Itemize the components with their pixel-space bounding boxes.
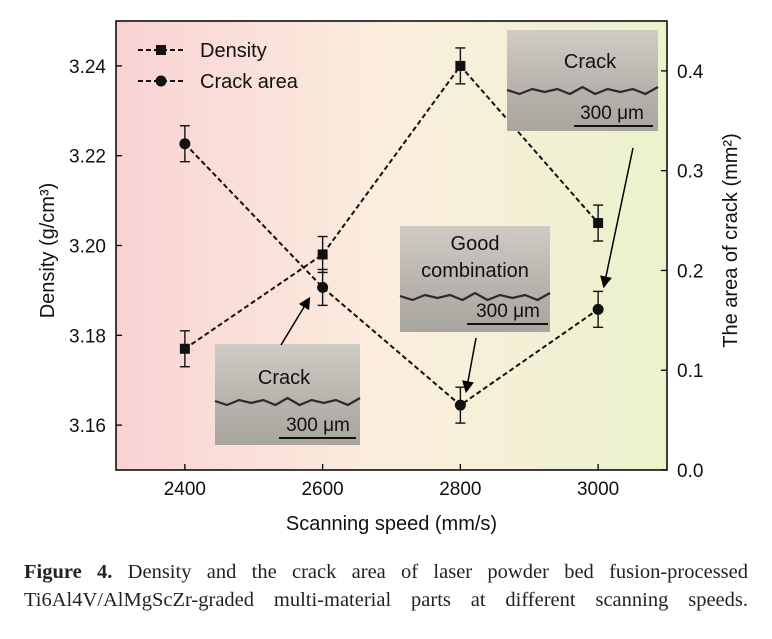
inset-micrograph <box>215 344 360 445</box>
y-right-tick-label: 0.4 <box>677 62 704 83</box>
inset-crack-line <box>399 291 551 302</box>
inset-good-combination-2800: Good combination 300 μm <box>399 226 551 332</box>
x-tick-label: 2400 <box>164 479 206 500</box>
chart-svg: 2400 2600 2800 3000 3.16 3.18 3.20 3.22 3.24 0.0 0… <box>37 20 742 535</box>
y-left-tick-label: 3.16 <box>69 416 106 437</box>
inset-label: Crack <box>564 51 617 73</box>
scale-bar-label: 300 μm <box>476 301 540 322</box>
data-point-density <box>179 343 190 354</box>
y-left-tick-label: 3.20 <box>69 237 106 258</box>
inset-micrograph <box>507 30 658 131</box>
figure-caption: Figure 4. Density and the crack area of … <box>24 558 748 614</box>
x-tick-label: 3000 <box>577 479 619 500</box>
x-axis-label: Scanning speed (mm/s) <box>286 513 497 535</box>
data-point-crack-area <box>179 138 191 150</box>
caption-text: Density and the crack area of laser powd… <box>24 561 749 611</box>
data-point-density <box>455 60 466 71</box>
y-left-tick-label: 3.24 <box>69 57 106 78</box>
chart: 2400 2600 2800 3000 3.16 3.18 3.20 3.22 3.24 0.0 0… <box>37 20 742 535</box>
inset-arrow <box>462 337 477 394</box>
legend-marker-circle <box>155 75 167 87</box>
data-point-crack-area <box>592 303 604 315</box>
scale-bar-label: 300 μm <box>286 415 350 436</box>
figure-label: Figure 4. <box>24 561 113 583</box>
inset-crack-line <box>506 85 659 96</box>
inset-label: combination <box>421 260 529 282</box>
inset-arrow <box>600 147 634 289</box>
inset-crack-3000: Crack 300 μm <box>506 30 659 131</box>
inset-crack-line <box>214 396 361 407</box>
data-point-crack-area <box>454 399 466 411</box>
inset-label: Crack <box>258 367 311 389</box>
x-tick-label: 2600 <box>301 479 343 500</box>
legend-label: Crack area <box>200 71 299 93</box>
y-left-tick-label: 3.18 <box>69 326 106 347</box>
y-right-tick-label: 0.0 <box>677 461 703 482</box>
y-right-axis-label: The area of crack (mm²) <box>720 133 742 347</box>
y-left-axis-label: Density (g/cm³) <box>37 183 59 319</box>
y-right-tick-label: 0.1 <box>677 361 703 382</box>
y-left-tick-label: 3.22 <box>69 147 106 168</box>
inset-crack-2600: Crack 300 μm <box>214 344 361 445</box>
x-tick-label: 2800 <box>439 479 481 500</box>
series-line-2 <box>184 143 599 407</box>
y-right-tick-label: 0.2 <box>677 261 703 282</box>
data-point-density <box>593 218 604 229</box>
scale-bar-label: 300 μm <box>580 103 644 124</box>
data-point-crack-area <box>317 281 329 293</box>
series-line-1 <box>184 64 599 350</box>
legend-label: Density <box>200 40 267 62</box>
inset-label: Good <box>451 233 500 255</box>
legend-marker-square <box>156 45 166 55</box>
data-point-density <box>317 249 328 260</box>
y-right-tick-label: 0.3 <box>677 162 703 183</box>
inset-micrograph <box>400 226 550 332</box>
inset-arrow <box>280 296 311 346</box>
